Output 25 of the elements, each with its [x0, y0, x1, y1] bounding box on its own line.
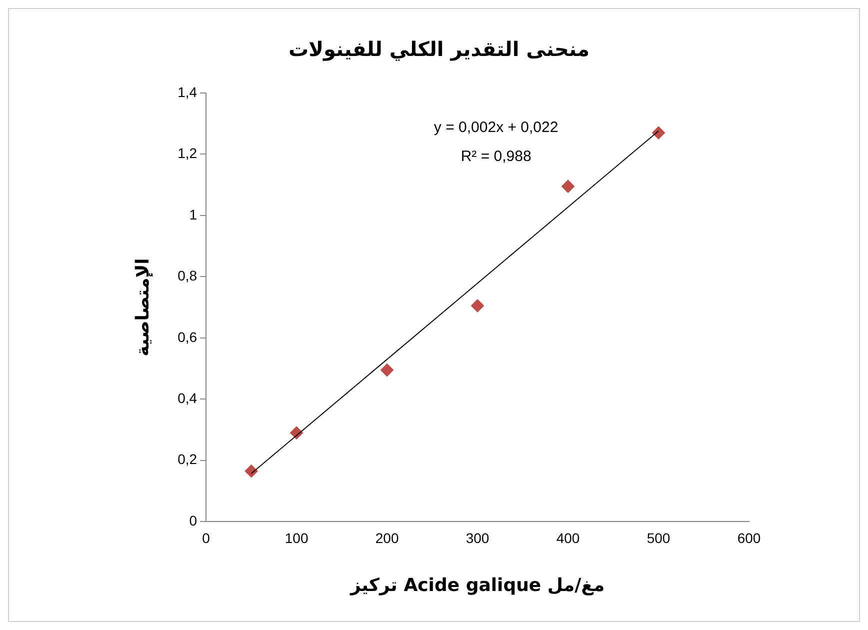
- x-tick-label: 200: [375, 530, 399, 546]
- y-tick-label: 1,2: [178, 145, 198, 162]
- point: [562, 180, 575, 193]
- chart-title: منحنى التقدير الكلي للفينولات: [288, 37, 590, 62]
- x-tick-label: 100: [284, 530, 308, 546]
- x-tick-label: 0: [202, 530, 210, 546]
- x-tick-label: 600: [737, 530, 761, 546]
- x-axis-title: تركيز Acide galique مغ/مل: [349, 574, 605, 596]
- x-tick-label: 400: [556, 530, 580, 546]
- point: [471, 299, 484, 312]
- annotation: R² = 0,988: [460, 148, 532, 166]
- y-tick-label: 0: [189, 512, 198, 528]
- x-tick-label: 500: [646, 530, 670, 546]
- y-tick-label: 0,4: [178, 390, 198, 406]
- y-tick-label: 1,4: [178, 84, 198, 100]
- point: [380, 364, 394, 377]
- y-tick-label: 0,2: [178, 451, 198, 468]
- x-tick-label: 300: [466, 530, 490, 546]
- annotation: y = 0,002x + 0,022: [434, 119, 558, 136]
- point: [652, 126, 666, 140]
- y-tick-label: 1: [189, 206, 198, 222]
- y-tick-label: 0,6: [178, 328, 198, 345]
- y-tick-label: 0,8: [178, 268, 198, 284]
- point: [244, 464, 258, 478]
- y-axis-title: الإمتصاصية: [132, 258, 154, 356]
